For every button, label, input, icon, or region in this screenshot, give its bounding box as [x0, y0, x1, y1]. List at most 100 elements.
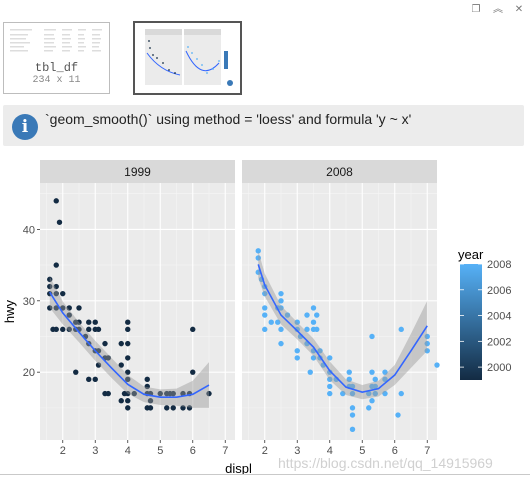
data-point — [304, 326, 310, 333]
data-point — [131, 390, 137, 397]
legend-tick-label: 2004 — [487, 311, 511, 323]
data-point — [118, 340, 124, 347]
data-point — [294, 326, 300, 333]
data-point — [424, 333, 430, 340]
data-point — [53, 262, 59, 268]
data-point — [76, 305, 82, 311]
data-point — [186, 405, 193, 411]
data-point — [294, 355, 300, 361]
data-point — [366, 405, 372, 411]
data-point — [86, 326, 92, 333]
data-point — [434, 362, 440, 368]
data-point — [125, 405, 131, 411]
data-point — [372, 376, 378, 383]
data-point — [73, 369, 79, 375]
facet-panel-2008: 2008 2 3 4 5 6 7 — [242, 160, 440, 457]
data-point — [56, 219, 63, 225]
data-point — [382, 376, 388, 383]
y-axis-label: hwy — [2, 299, 17, 323]
data-point — [125, 355, 131, 361]
data-point — [53, 198, 59, 204]
close-icon[interactable]: ✕ — [514, 4, 524, 15]
data-point — [294, 348, 300, 354]
data-point — [66, 312, 72, 318]
x-tick-label: 4 — [327, 445, 333, 457]
collapse-up-icon[interactable]: ︽ — [493, 4, 503, 15]
loess-smooth-line — [257, 264, 428, 393]
data-point — [294, 319, 300, 325]
data-point — [190, 369, 196, 375]
data-point — [118, 362, 124, 368]
x-tick-label: 2 — [60, 445, 66, 457]
data-point — [105, 355, 111, 361]
data-point — [424, 348, 430, 354]
thumbnail-title: tbl_df — [34, 61, 79, 75]
data-point — [349, 412, 356, 418]
data-point — [170, 405, 176, 411]
data-point — [180, 405, 186, 411]
data-point — [255, 248, 261, 254]
data-point — [398, 390, 404, 397]
data-point — [86, 319, 92, 325]
facet-strip — [242, 160, 437, 183]
data-point — [125, 369, 131, 375]
x-tick-label: 4 — [125, 445, 131, 457]
data-point — [349, 390, 356, 397]
watermark-text: https://blog.csdn.net/qq_14915969 — [278, 455, 493, 471]
data-point — [262, 312, 268, 318]
viewer-toolbar: ❐ ︽ ✕ — [0, 0, 530, 22]
data-point — [346, 376, 352, 383]
x-tick-label: 3 — [92, 445, 98, 457]
data-point — [125, 340, 131, 347]
data-point — [278, 298, 284, 304]
x-tick-label: 7 — [222, 445, 228, 457]
data-point — [310, 355, 317, 361]
data-point — [125, 319, 131, 325]
thumbnail-table[interactable]: tbl_df 234 x 11 — [3, 22, 110, 94]
data-point — [60, 290, 66, 297]
data-point — [268, 319, 274, 325]
data-point — [395, 412, 401, 418]
data-point — [327, 383, 333, 390]
x-tick-label: 7 — [424, 445, 430, 457]
data-point — [349, 426, 356, 432]
data-point — [369, 369, 375, 375]
x-tick-label: 2 — [262, 445, 268, 457]
data-point — [278, 326, 284, 333]
thumbnail-plot[interactable] — [133, 21, 242, 95]
loess-smooth-line — [49, 291, 210, 398]
data-point — [180, 390, 186, 397]
faceted-scatter-chart: 1999 2 3 4 5 6 7 2008 2 3 4 5 6 7 20 30 40 hwy displ year… — [2, 160, 511, 475]
x-tick-label: 5 — [157, 445, 163, 457]
thumbnail-dims: 234 x 11 — [32, 75, 81, 86]
data-point — [317, 348, 323, 354]
facet-strip-label: 1999 — [124, 165, 151, 179]
panel-background — [40, 183, 235, 440]
data-point — [53, 326, 59, 333]
data-point — [47, 283, 53, 290]
data-point — [314, 312, 320, 318]
data-point — [346, 369, 352, 375]
data-point — [125, 326, 131, 333]
data-point — [125, 376, 131, 383]
data-point — [86, 376, 92, 383]
data-point — [284, 312, 291, 318]
data-point — [47, 276, 53, 283]
data-point — [278, 290, 284, 297]
data-point — [307, 369, 313, 375]
data-point — [147, 405, 154, 411]
legend-tick-label: 2002 — [487, 336, 511, 348]
data-point — [206, 390, 212, 397]
legend-tick-label: 2000 — [487, 362, 511, 374]
data-point — [262, 290, 268, 297]
data-point — [190, 326, 196, 333]
data-point — [53, 305, 59, 311]
data-point — [382, 369, 388, 375]
legend-colorbar — [460, 264, 482, 380]
restore-icon[interactable]: ❐ — [471, 4, 481, 15]
data-point — [144, 383, 150, 390]
y-tick-label: 20 — [23, 367, 35, 379]
data-point — [278, 305, 284, 311]
message-banner: i `geom_smooth()` using method = 'loess'… — [3, 105, 524, 146]
data-point — [53, 283, 59, 290]
